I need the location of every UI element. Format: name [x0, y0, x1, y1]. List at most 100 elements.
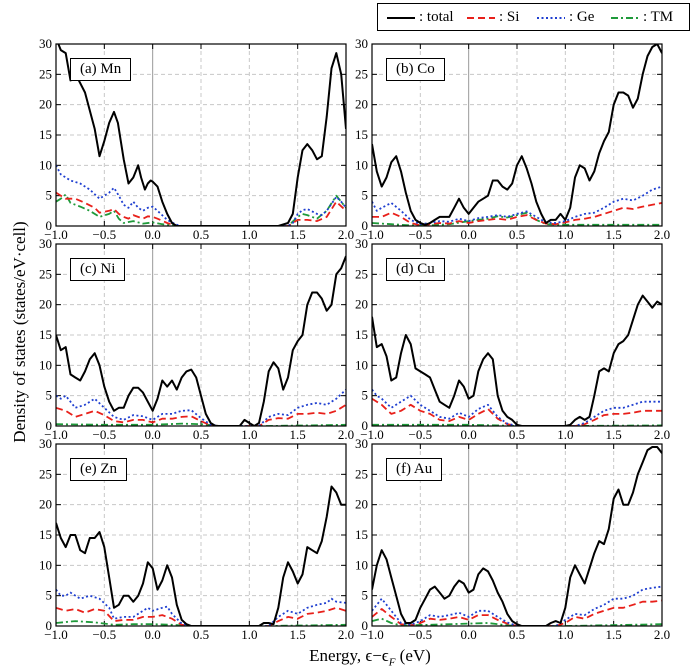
legend: : total : Si : Ge : TM	[377, 3, 690, 31]
x-axis-label: Energy, ϵ−ϵF (eV)	[220, 646, 520, 668]
series-line-si	[56, 606, 346, 626]
y-tick-label: 30	[39, 36, 52, 51]
y-tick-label: 15	[355, 327, 368, 342]
series-line-total	[57, 44, 346, 226]
x-axis-label-text: Energy, ϵ−ϵ	[309, 646, 389, 665]
y-tick-label: 25	[39, 66, 52, 81]
panel-label: (e) Zn	[70, 458, 128, 481]
y-tick-label: 25	[355, 266, 368, 281]
y-tick-label: 15	[355, 127, 368, 142]
y-tick-label: 0	[46, 618, 53, 633]
legend-item-si: : Si	[466, 9, 519, 26]
series-line-total	[56, 485, 346, 626]
y-axis-label: Density of states (states/eV·cell)	[10, 221, 29, 443]
x-tick-label: −0.5	[93, 627, 117, 642]
legend-swatch-total-icon	[387, 16, 415, 19]
y-tick-label: 25	[355, 66, 368, 81]
x-tick-label: 0.5	[193, 227, 209, 242]
x-tick-label: −1.0	[360, 227, 384, 242]
x-tick-label: 0.0	[461, 427, 477, 442]
series-line-tm	[372, 617, 662, 626]
y-tick-label: 15	[39, 127, 52, 142]
legend-swatch-si-icon	[467, 16, 495, 19]
x-tick-label: −0.5	[93, 427, 117, 442]
panel-label: (f) Au	[386, 458, 443, 481]
legend-item-ge: : Ge	[536, 9, 594, 26]
x-tick-label: −1.0	[360, 427, 384, 442]
x-tick-label: 0.5	[509, 627, 525, 642]
y-tick-label: 5	[46, 588, 53, 603]
legend-label-ge: : Ge	[569, 9, 595, 25]
x-tick-label: 1.5	[606, 427, 622, 442]
x-tick-label: 2.0	[654, 627, 670, 642]
y-tick-label: 30	[355, 236, 368, 251]
series-line-total	[372, 446, 662, 626]
y-tick-label: 5	[46, 188, 53, 203]
y-tick-label: 20	[39, 97, 52, 112]
series-line-ge	[56, 589, 346, 626]
legend-item-total: : total	[386, 9, 454, 26]
x-tick-label: 0.0	[461, 227, 477, 242]
legend-swatch-ge-icon	[537, 16, 565, 19]
y-tick-label: 0	[362, 218, 369, 233]
y-tick-label: 5	[362, 388, 369, 403]
x-tick-label: 0.0	[145, 427, 161, 442]
x-tick-label: −1.0	[360, 627, 384, 642]
panel-label: (b) Co	[386, 58, 445, 81]
x-tick-label: 1.0	[557, 227, 573, 242]
panel-frame	[371, 243, 663, 427]
x-tick-label: −1.0	[44, 227, 68, 242]
y-tick-label: 5	[362, 588, 369, 603]
x-tick-label: 1.5	[606, 227, 622, 242]
series-line-ge	[56, 164, 346, 226]
y-tick-label: 10	[355, 357, 368, 372]
y-tick-label: 15	[355, 527, 368, 542]
y-tick-label: 20	[355, 497, 368, 512]
series-line-total	[372, 44, 662, 226]
series-line-ge	[372, 389, 662, 426]
panel-frame	[55, 43, 347, 227]
legend-item-tm: : TM	[610, 9, 673, 26]
y-tick-label: 10	[355, 557, 368, 572]
x-tick-label: 0.0	[145, 627, 161, 642]
x-tick-label: 0.0	[461, 627, 477, 642]
series-line-ge	[372, 185, 662, 226]
y-tick-label: 0	[362, 418, 369, 433]
y-tick-label: 25	[355, 466, 368, 481]
series-line-tm	[372, 211, 662, 226]
x-tick-label: 2.0	[338, 227, 354, 242]
y-tick-label: 20	[355, 297, 368, 312]
y-tick-label: 5	[46, 388, 53, 403]
panel-5: −1.0 −0.5 0.0 0.5 1.0 1.5 2.0 0 5 10 15 20 25 30	[355, 436, 670, 642]
x-tick-label: 1.5	[290, 227, 306, 242]
y-tick-label: 0	[362, 618, 369, 633]
y-tick-label: 30	[39, 436, 52, 451]
series-line-total	[372, 294, 662, 426]
y-tick-label: 25	[39, 266, 52, 281]
series-line-si	[372, 397, 662, 426]
x-tick-label: 1.0	[241, 627, 257, 642]
y-tick-label: 10	[39, 557, 52, 572]
series-line-si	[56, 191, 346, 226]
x-tick-label: 0.5	[193, 427, 209, 442]
y-tick-label: 5	[362, 188, 369, 203]
legend-label-tm: : TM	[643, 9, 674, 25]
y-tick-label: 25	[39, 466, 52, 481]
x-tick-label: 0.5	[509, 427, 525, 442]
x-tick-label: 2.0	[654, 427, 670, 442]
y-tick-label: 30	[39, 236, 52, 251]
y-tick-label: 30	[355, 36, 368, 51]
series-line-si	[56, 404, 346, 426]
y-tick-label: 20	[39, 497, 52, 512]
series-line-total	[56, 255, 346, 426]
x-axis-label-subscript: F	[388, 656, 396, 669]
panel-label: (a) Mn	[70, 58, 132, 81]
x-axis-label-unit: (eV)	[395, 646, 431, 665]
y-tick-label: 20	[39, 297, 52, 312]
series-line-tm	[56, 193, 346, 226]
y-tick-label: 10	[39, 357, 52, 372]
series-line-tm	[56, 422, 346, 426]
panel-1: −1.0 −0.5 0.0 0.5 1.0 1.5 2.0 0 5 10 15 20 25 30	[355, 36, 670, 242]
y-tick-label: 30	[355, 436, 368, 451]
x-tick-label: −0.5	[409, 627, 433, 642]
